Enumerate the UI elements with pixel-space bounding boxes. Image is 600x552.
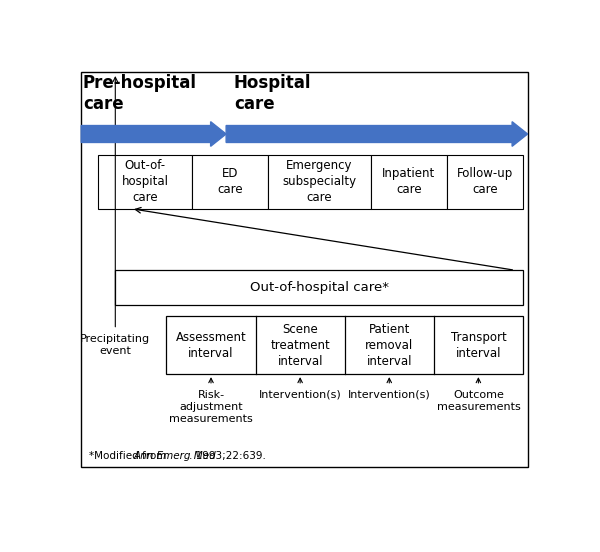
Text: Intervention(s): Intervention(s) bbox=[259, 390, 341, 400]
Text: Inpatient
care: Inpatient care bbox=[382, 167, 436, 197]
Bar bbox=[371, 155, 447, 209]
Text: . 1993;22:639.: . 1993;22:639. bbox=[189, 451, 266, 461]
Bar bbox=[192, 155, 268, 209]
Bar bbox=[98, 155, 192, 209]
Text: Out-of-hospital care*: Out-of-hospital care* bbox=[250, 281, 389, 294]
Text: Emergency
subspecialty
care: Emergency subspecialty care bbox=[283, 159, 356, 204]
Text: Transport
interval: Transport interval bbox=[451, 331, 506, 360]
Bar bbox=[115, 270, 523, 305]
FancyArrow shape bbox=[226, 121, 527, 146]
Bar bbox=[447, 155, 523, 209]
Text: Hospital
care: Hospital care bbox=[234, 74, 311, 113]
Text: Pre-hospital
care: Pre-hospital care bbox=[83, 74, 197, 113]
Text: Ann Emerg Med: Ann Emerg Med bbox=[133, 451, 216, 461]
Text: ED
care: ED care bbox=[217, 167, 243, 197]
Text: Patient
removal
interval: Patient removal interval bbox=[365, 323, 413, 368]
FancyArrow shape bbox=[81, 121, 226, 146]
Bar bbox=[268, 155, 371, 209]
Bar bbox=[166, 316, 523, 374]
Text: Risk-
adjustment
measurements: Risk- adjustment measurements bbox=[169, 390, 253, 424]
Text: *Modified from: *Modified from bbox=[89, 451, 170, 461]
Text: Follow-up
care: Follow-up care bbox=[457, 167, 513, 197]
Text: Intervention(s): Intervention(s) bbox=[348, 390, 431, 400]
Text: Precipitating
event: Precipitating event bbox=[80, 334, 151, 356]
Text: Out-of-
hospital
care: Out-of- hospital care bbox=[122, 159, 169, 204]
Text: Scene
treatment
interval: Scene treatment interval bbox=[270, 323, 330, 368]
Text: Assessment
interval: Assessment interval bbox=[176, 331, 247, 360]
Text: Outcome
measurements: Outcome measurements bbox=[437, 390, 520, 412]
